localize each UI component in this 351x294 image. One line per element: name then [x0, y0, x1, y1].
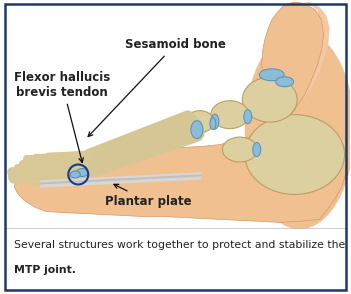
Ellipse shape — [211, 101, 249, 128]
Ellipse shape — [242, 77, 297, 122]
Ellipse shape — [211, 114, 219, 129]
Ellipse shape — [159, 128, 181, 147]
Text: Plantar plate: Plantar plate — [105, 184, 191, 208]
Polygon shape — [14, 2, 347, 222]
Ellipse shape — [223, 137, 257, 162]
Ellipse shape — [276, 77, 294, 87]
Text: MTP joint.: MTP joint. — [14, 265, 76, 275]
Ellipse shape — [172, 120, 197, 140]
Ellipse shape — [259, 69, 284, 81]
Ellipse shape — [253, 143, 261, 156]
Text: Several structures work together to protect and stabilize the: Several structures work together to prot… — [14, 240, 345, 250]
Ellipse shape — [70, 171, 80, 178]
Text: Flexor hallucis
brevis tendon: Flexor hallucis brevis tendon — [14, 71, 111, 163]
Ellipse shape — [210, 118, 216, 130]
Ellipse shape — [244, 110, 252, 124]
Polygon shape — [260, 2, 347, 219]
Ellipse shape — [245, 30, 351, 229]
Ellipse shape — [245, 115, 344, 194]
Ellipse shape — [186, 111, 214, 133]
Text: Sesamoid bone: Sesamoid bone — [88, 38, 225, 136]
Ellipse shape — [76, 168, 88, 176]
Ellipse shape — [191, 121, 203, 138]
